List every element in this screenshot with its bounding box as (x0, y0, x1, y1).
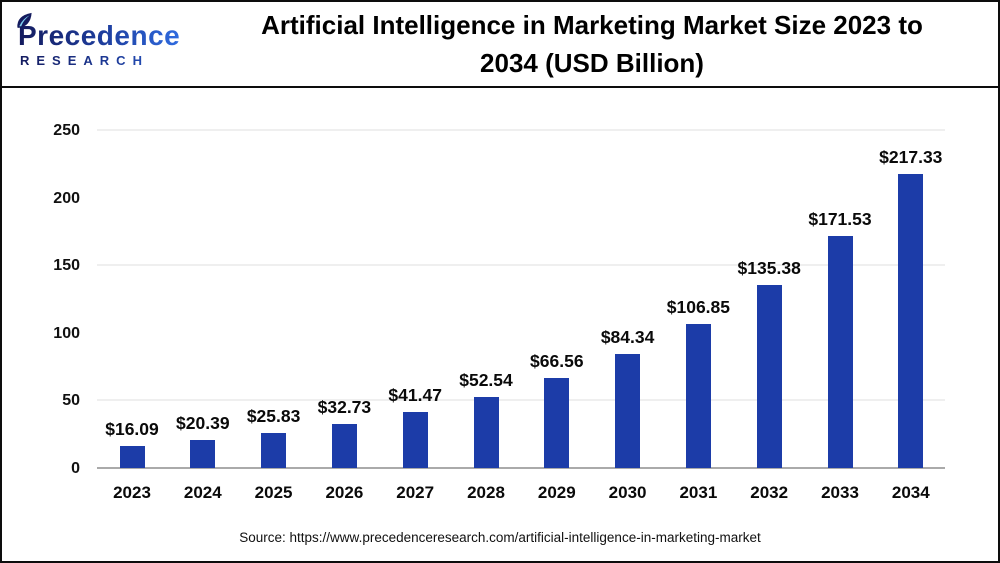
bar-2033 (827, 236, 853, 468)
y-axis-tick-250: 250 (53, 122, 80, 139)
x-axis-label-2034: 2034 (891, 483, 930, 502)
chart-title-line1: Artificial Intelligence in Marketing Mar… (261, 10, 923, 40)
bar-2029 (544, 378, 570, 468)
value-label-2031: $106.85 (666, 296, 731, 317)
value-label-2029: $66.56 (530, 351, 584, 371)
x-axis-label-2028: 2028 (467, 483, 505, 502)
gridline-250 (97, 129, 945, 131)
chart-title-line2: 2034 (USD Billion) (480, 48, 704, 78)
x-axis-label-2031: 2031 (679, 483, 718, 502)
header: Precedence RESEARCH Artificial Intellige… (2, 2, 998, 88)
bar-2025 (261, 433, 287, 468)
logo-brand-text: Precedence (17, 12, 180, 52)
gridline-150 (97, 264, 945, 267)
bar-2027 (402, 411, 428, 468)
value-label-2028: $52.54 (459, 369, 513, 390)
leaf-icon (17, 12, 32, 28)
bar-2034 (898, 174, 924, 468)
logo-sub-text: RESEARCH (18, 53, 196, 68)
value-label-2024: $20.39 (176, 413, 230, 434)
x-axis-label-2023: 2023 (113, 483, 151, 502)
y-axis-tick-0: 0 (71, 460, 80, 477)
bar-2032 (756, 284, 782, 468)
bar-2024 (190, 440, 216, 468)
bar-2023 (119, 446, 145, 468)
bar-2031 (685, 323, 711, 468)
bar-2026 (331, 423, 357, 468)
x-axis-label-2030: 2030 (608, 483, 647, 502)
value-label-2033: $171.53 (808, 209, 872, 230)
value-label-2027: $41.47 (388, 384, 442, 405)
source-citation: Source: https://www.precedenceresearch.c… (239, 530, 761, 545)
gridline-50 (97, 399, 945, 402)
x-axis-baseline (97, 467, 945, 469)
x-axis-label-2027: 2027 (396, 483, 435, 502)
value-label-2032: $135.38 (737, 257, 801, 278)
y-axis-tick-150: 150 (53, 257, 80, 275)
y-axis-tick-100: 100 (53, 324, 80, 342)
bar-2028 (473, 396, 499, 468)
precedence-research-logo: Precedence RESEARCH (17, 12, 196, 68)
y-axis-tick-200: 200 (53, 189, 80, 207)
bar-2030 (615, 353, 641, 468)
x-axis-label-2032: 2032 (750, 483, 789, 502)
y-axis-tick-50: 50 (62, 392, 80, 410)
value-label-2023: $16.09 (105, 419, 159, 440)
value-label-2030: $84.34 (600, 326, 655, 347)
x-axis-label-2029: 2029 (537, 483, 576, 502)
value-label-2034: $217.33 (879, 147, 943, 168)
value-label-2026: $32.73 (317, 396, 372, 417)
x-axis-label-2026: 2026 (325, 483, 364, 502)
value-label-2025: $25.83 (246, 406, 301, 427)
x-axis-label-2024: 2024 (183, 483, 222, 502)
x-axis-label-2033: 2033 (821, 483, 859, 502)
chart-title: Artificial Intelligence in Marketing Mar… (196, 6, 998, 82)
x-axis-label-2025: 2025 (254, 483, 293, 502)
